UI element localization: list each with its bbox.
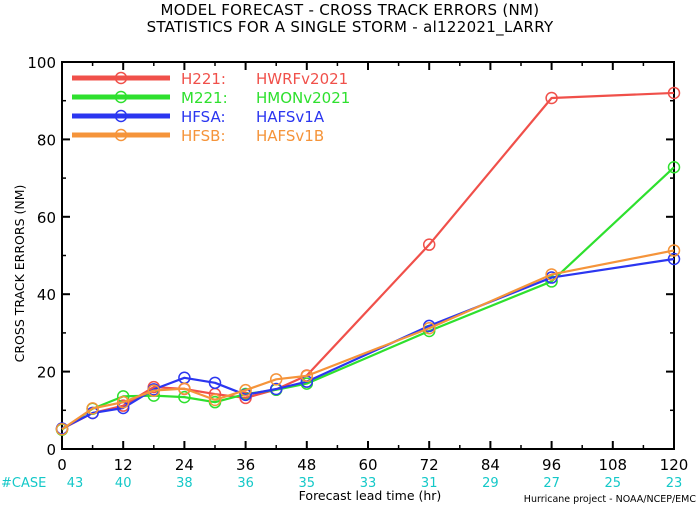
- y-tick-label: 20: [37, 364, 56, 382]
- data-point-HFSB: [116, 395, 130, 409]
- legend-model-code: H221:: [181, 70, 226, 88]
- y-tick-label: 40: [37, 286, 56, 304]
- legend-model-label: HAFSv1B: [256, 127, 324, 145]
- x-tick-label: 12: [114, 456, 133, 474]
- legend-marker-HFSA: [114, 109, 128, 123]
- x-tick-label: 72: [420, 456, 439, 474]
- legend-marker-M221: [114, 90, 128, 104]
- data-point-HFSA: [208, 376, 222, 390]
- x-tick-label: 108: [598, 456, 627, 474]
- legend-model-label: HAFSv1A: [256, 108, 325, 126]
- data-point-HFSB: [545, 268, 558, 281]
- case-count: 31: [421, 476, 438, 491]
- data-point-HFSA: [269, 382, 283, 396]
- chart-title: MODEL FORECAST - CROSS TRACK ERRORS (NM): [160, 1, 540, 19]
- legend-model-label: HMONv2021: [256, 89, 350, 107]
- legend-model-code: M221:: [181, 89, 228, 107]
- x-tick-label: 60: [358, 456, 377, 474]
- x-tick-label: 36: [236, 456, 255, 474]
- x-tick-label: 24: [175, 456, 194, 474]
- legend-model-code: HFSA:: [181, 108, 226, 126]
- x-tick-label: 84: [481, 456, 500, 474]
- data-point-HFSB: [269, 373, 283, 386]
- case-count: 33: [360, 476, 377, 491]
- y-tick-label: 100: [27, 54, 56, 72]
- legend-model-label: HWRFv2021: [256, 70, 348, 88]
- case-count: 36: [237, 476, 254, 491]
- case-count: 25: [605, 476, 622, 491]
- x-tick-label: 120: [660, 456, 689, 474]
- case-count: 38: [176, 476, 193, 491]
- case-count: 29: [482, 476, 499, 491]
- legend-marker-H221: [114, 71, 128, 85]
- legend-model-code: HFSB:: [181, 127, 226, 145]
- series-line-H221: [61, 91, 675, 430]
- credit-text: Hurricane project - NOAA/NCEP/EMC: [524, 494, 697, 505]
- case-count: 43: [67, 476, 84, 491]
- data-point-HFSB: [208, 393, 222, 407]
- case-count: 40: [115, 476, 132, 491]
- x-axis-label: Forecast lead time (hr): [299, 488, 442, 503]
- data-point-M221: [667, 161, 681, 174]
- legend-marker-HFSB: [114, 128, 128, 142]
- series-line-HFSB: [61, 249, 675, 431]
- y-tick-label: 60: [37, 209, 56, 227]
- data-point-HFSB: [667, 244, 681, 257]
- series-line-HFSA: [61, 257, 675, 430]
- data-point-HFSB: [300, 369, 314, 383]
- x-tick-label: 48: [297, 456, 316, 474]
- data-point-H221: [239, 391, 252, 405]
- case-row-label: #CASE: [1, 476, 46, 491]
- case-count: 27: [543, 476, 560, 491]
- data-point-HFSA: [667, 252, 681, 266]
- data-point-HFSB: [239, 383, 252, 397]
- data-point-M221: [178, 390, 191, 404]
- data-point-HFSB: [178, 382, 191, 395]
- data-point-H221: [422, 238, 436, 251]
- data-point-H221: [667, 86, 681, 100]
- chart-subtitle: STATISTICS FOR A SINGLE STORM - al122021…: [146, 18, 554, 36]
- y-axis-label: CROSS TRACK ERRORS (NM): [12, 185, 27, 363]
- case-count: 35: [299, 476, 316, 491]
- x-tick-label: 96: [542, 456, 561, 474]
- data-point-HFSB: [55, 423, 69, 436]
- y-tick-label: 0: [46, 441, 56, 459]
- data-point-M221: [545, 275, 558, 288]
- case-count: 23: [666, 476, 683, 491]
- y-tick-label: 80: [37, 131, 56, 149]
- x-tick-label: 0: [57, 456, 67, 474]
- data-point-HFSB: [147, 384, 161, 397]
- data-point-HFSB: [86, 402, 99, 415]
- data-point-HFSB: [422, 322, 436, 335]
- data-point-H221: [545, 91, 558, 105]
